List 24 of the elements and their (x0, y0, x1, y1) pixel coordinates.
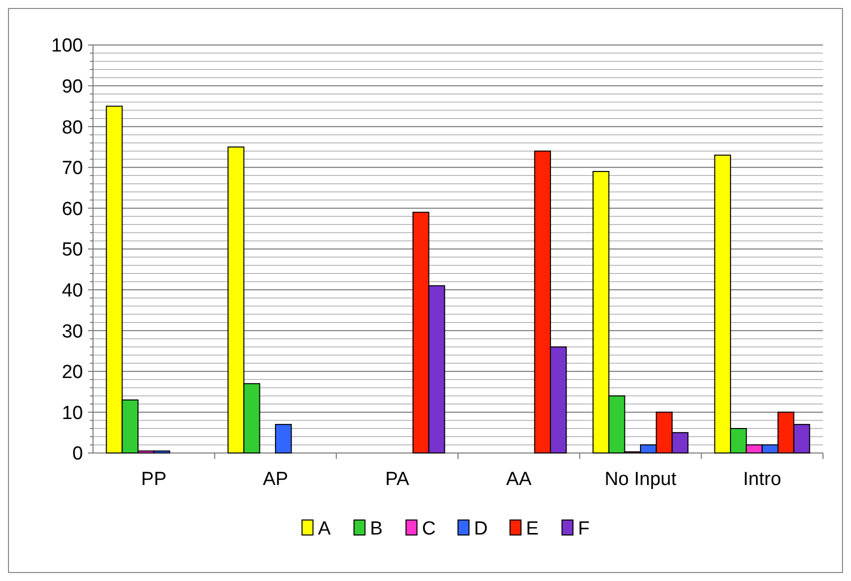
y-tick-label: 90 (62, 76, 83, 98)
legend-label: D (474, 518, 488, 540)
legend-label: A (318, 518, 331, 540)
y-tick-label: 30 (62, 321, 83, 342)
bar (275, 424, 292, 454)
y-tick-label: 80 (62, 117, 83, 138)
legend-label: C (422, 518, 436, 540)
y-tick-label: 50 (62, 240, 83, 261)
y-tick-label: 0 (72, 444, 83, 465)
legend-label: E (526, 518, 539, 540)
legend-label: F (578, 518, 590, 540)
x-tick-label: PP (141, 469, 167, 490)
x-tick-label: AA (506, 469, 532, 490)
y-tick-label: 70 (62, 158, 83, 180)
y-tick-label: 100 (51, 36, 83, 57)
legend-label: B (370, 518, 383, 540)
y-tick-label: 40 (62, 280, 83, 302)
x-tick-label: AP (262, 469, 288, 490)
x-tick-label: PA (385, 469, 410, 490)
y-tick-label: 10 (62, 402, 83, 424)
y-tick-label: 20 (62, 362, 83, 384)
x-tick-label: Intro (743, 469, 782, 490)
x-tick-label: No Input (604, 469, 678, 490)
y-tick-label: 60 (62, 198, 83, 220)
